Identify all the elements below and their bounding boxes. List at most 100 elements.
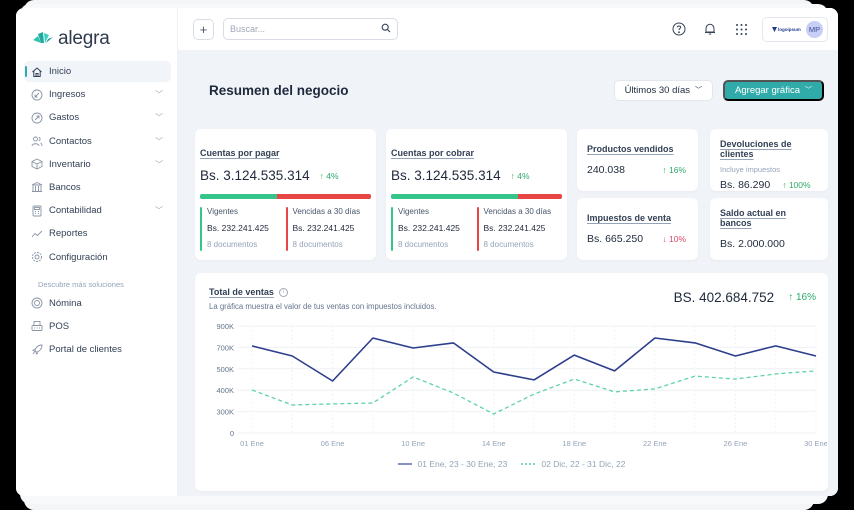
dashed-line-swatch xyxy=(521,463,536,465)
chevron-down-icon: ﹀ xyxy=(695,87,703,94)
sidebar-item-inventario[interactable]: Inventario ﹀ xyxy=(24,154,171,175)
app-window: alegra Inicio Ingresos ﹀ Gastos xyxy=(16,8,838,496)
search-input[interactable] xyxy=(230,24,381,34)
bank-icon xyxy=(31,181,43,193)
sales-tax-card: Impuestos de venta Bs. 665.250 ↓ 10% xyxy=(577,198,698,260)
card-title-link[interactable]: Productos vendidos xyxy=(587,144,674,154)
sidebar-item-portal-clientes[interactable]: Portal de clientes xyxy=(24,339,171,360)
ratio-overdue-segment xyxy=(517,194,562,199)
search-box[interactable] xyxy=(223,18,398,40)
company-logo: logoipsum xyxy=(772,26,801,32)
sidebar-item-nomina[interactable]: Nómina xyxy=(24,293,171,314)
sales-chart-card: Total de ventas i La gráfica muestra el … xyxy=(195,273,828,491)
sales-total: BS. 402.684.752 xyxy=(673,290,775,305)
card-title-link[interactable]: Cuentas por cobrar xyxy=(391,148,475,158)
ratio-current-segment xyxy=(391,194,518,199)
sidebar-item-inicio[interactable]: Inicio xyxy=(24,61,171,82)
page-header: Resumen del negocio Últimos 30 días ﹀ Ag… xyxy=(195,51,828,129)
reports-icon xyxy=(31,228,43,240)
page-title: Resumen del negocio xyxy=(209,82,349,98)
accounts-receivable-card: Cuentas por cobrar Bs. 3.124.535.314 ↑ 4… xyxy=(386,129,567,260)
x-tick-label: 22 Ene xyxy=(643,439,667,448)
customer-returns-card: Devoluciones de clientes Incluye impuest… xyxy=(710,129,828,191)
trend-up-badge: ↑ 16% xyxy=(662,165,686,175)
current-column: Vigentes Bs. 232.241.425 8 documentos xyxy=(391,207,477,251)
date-range-dropdown[interactable]: Últimos 30 días ﹀ xyxy=(613,79,714,101)
y-tick-label: 300K xyxy=(216,408,234,417)
quick-add-button[interactable]: + xyxy=(193,18,214,40)
inventory-icon xyxy=(31,158,43,170)
info-icon[interactable]: i xyxy=(278,287,288,297)
sidebar-item-pos[interactable]: POS xyxy=(24,316,171,337)
account-switcher[interactable]: logoipsum MP xyxy=(762,16,828,42)
sidebar-item-contabilidad[interactable]: Contabilidad ﹀ xyxy=(24,200,171,221)
legend-item-previous[interactable]: 02 Dic, 22 - 31 Dic, 22 xyxy=(521,459,625,469)
sidebar-item-ingresos[interactable]: Ingresos ﹀ xyxy=(24,84,171,105)
sales-line-chart[interactable]: 0 300K 400K 500K 700K 900K 01 Ene 06 Ene 10 Ene 1… xyxy=(195,273,827,491)
card-title-link[interactable]: Cuentas por pagar xyxy=(200,148,280,158)
chart-legend: 01 Ene, 23 - 30 Ene, 23 02 Dic, 22 - 31 … xyxy=(195,459,828,469)
small-cards-grid: Productos vendidos 240.038 ↑ 16% Devoluc… xyxy=(577,129,828,260)
chevron-down-icon: ﹀ xyxy=(155,206,163,216)
dashboard-content: Resumen del negocio Últimos 30 días ﹀ Ag… xyxy=(178,51,838,496)
legend-item-current[interactable]: 01 Ene, 23 - 30 Ene, 23 xyxy=(397,459,507,469)
main-nav: Inicio Ingresos ﹀ Gastos ﹀ Cont xyxy=(16,61,177,360)
sidebar-item-bancos[interactable]: Bancos xyxy=(24,177,171,198)
pos-icon xyxy=(31,320,43,332)
y-tick-label: 500K xyxy=(216,365,234,374)
rocket-icon xyxy=(31,344,43,356)
bell-icon[interactable] xyxy=(701,20,719,38)
summary-cards: Cuentas por pagar Bs. 3.124.535.314 ↑ 4%… xyxy=(195,129,828,260)
x-tick-label: 30 Ene xyxy=(804,439,827,448)
apps-grid-icon[interactable] xyxy=(732,20,750,38)
income-icon xyxy=(31,89,43,101)
overdue-column: Vencidas a 30 días Bs. 232.241.425 8 doc… xyxy=(285,207,372,251)
help-icon[interactable] xyxy=(670,20,688,38)
y-tick-label: 0 xyxy=(230,429,234,438)
sidebar-item-reportes[interactable]: Reportes xyxy=(24,223,171,244)
arrow-up-icon: ↑ xyxy=(782,180,787,190)
current-period-line[interactable] xyxy=(251,337,817,382)
arrow-up-icon: ↑ xyxy=(319,170,324,181)
alegra-logo-icon xyxy=(33,31,53,43)
receivable-amount: Bs. 3.124.535.314 xyxy=(391,168,501,183)
card-title-link[interactable]: Saldo actual en bancos xyxy=(720,208,787,228)
products-sold-card: Productos vendidos 240.038 ↑ 16% xyxy=(577,129,698,191)
expense-icon xyxy=(31,112,43,124)
arrow-up-icon: ↑ xyxy=(510,170,515,181)
x-tick-label: 10 Ene xyxy=(401,439,425,448)
payroll-icon xyxy=(31,297,43,309)
sidebar-item-gastos[interactable]: Gastos ﹀ xyxy=(24,107,171,128)
chevron-down-icon: ﹀ xyxy=(155,136,163,146)
chevron-down-icon: ﹀ xyxy=(155,113,163,123)
trend-up-badge: ↑ 16% xyxy=(788,292,816,303)
topbar: + logoipsum MP xyxy=(178,8,838,51)
add-chart-button[interactable]: Agregar gráfica ﹀ xyxy=(723,79,824,101)
receivable-ratio-bar xyxy=(391,194,562,199)
arrow-down-icon: ↓ xyxy=(662,234,667,244)
card-title-link[interactable]: Devoluciones de clientes xyxy=(720,139,792,159)
card-title-link[interactable]: Impuestos de venta xyxy=(587,213,672,223)
previous-period-line[interactable] xyxy=(251,370,817,415)
sidebar: alegra Inicio Ingresos ﹀ Gastos xyxy=(16,8,178,496)
trend-down-badge: ↓ 10% xyxy=(662,234,686,244)
avatar[interactable]: MP xyxy=(806,20,823,38)
brand-logo[interactable]: alegra xyxy=(16,8,177,52)
payable-ratio-bar xyxy=(200,194,371,199)
solid-line-swatch xyxy=(397,463,412,465)
contacts-icon xyxy=(31,135,43,147)
arrow-up-icon: ↑ xyxy=(788,292,794,303)
overdue-column: Vencidas a 30 días Bs. 232.241.425 8 doc… xyxy=(476,207,563,251)
chart-subtitle: La gráfica muestra el valor de tus venta… xyxy=(209,302,437,311)
x-tick-label: 01 Ene xyxy=(240,439,264,448)
accounts-payable-card: Cuentas por pagar Bs. 3.124.535.314 ↑ 4%… xyxy=(195,129,376,260)
brand-name: alegra xyxy=(58,27,110,49)
chart-title-link[interactable]: Total de ventas xyxy=(209,287,274,297)
trend-up-badge: ↑ 4% xyxy=(319,170,339,181)
x-tick-label: 06 Ene xyxy=(321,439,345,448)
sidebar-item-configuracion[interactable]: Configuración xyxy=(24,247,171,268)
sidebar-item-contactos[interactable]: Contactos ﹀ xyxy=(24,131,171,152)
search-icon[interactable] xyxy=(381,20,391,38)
trend-up-badge: ↑ 4% xyxy=(510,170,530,181)
gear-icon xyxy=(31,251,43,263)
